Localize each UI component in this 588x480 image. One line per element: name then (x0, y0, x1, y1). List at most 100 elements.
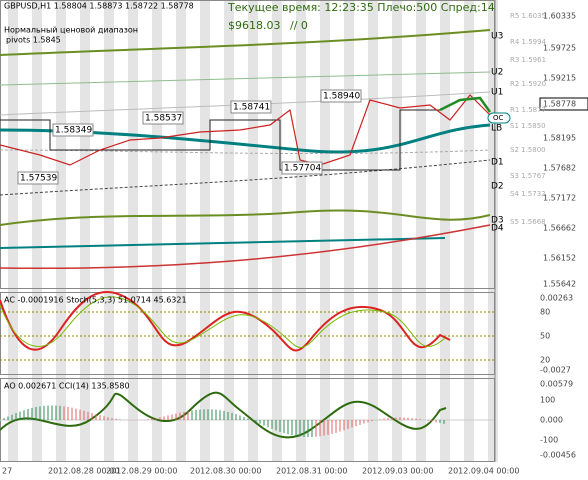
price-label-box (52, 123, 94, 137)
stripe (56, 0, 66, 462)
price-tick: 1.59725 (543, 44, 576, 53)
stripe (8, 0, 18, 462)
ac-title: AC -0.0001916 Stoch(5,3,3) 51.0714 45.63… (4, 296, 187, 305)
stripe (80, 0, 90, 462)
band-label: LB (491, 124, 502, 134)
price-label-box (142, 111, 184, 125)
current-price-box (539, 97, 588, 111)
ao-tick: -0.00456 (540, 451, 576, 460)
pivot-level: S3 1.5767 (510, 172, 546, 180)
stripe (464, 0, 474, 462)
pivot-level: S4 1.5732 (510, 190, 546, 198)
time-tick: 2012.09.04 00:00 (448, 467, 519, 476)
price-tick: 1.58195 (543, 134, 576, 143)
price-tick: 1.59215 (543, 74, 576, 83)
pivot-level: S1 1.5850 (510, 122, 546, 130)
price-label: 1.58940 (323, 92, 360, 102)
band-u3 (0, 29, 491, 56)
band-label: D4 (491, 224, 504, 234)
pivots: pivots 1.5845 (6, 36, 61, 45)
pivot-level: R2 1.5920 (510, 80, 546, 88)
range-note: Нормальный ценовой диапазон (4, 26, 138, 35)
band-u2 (0, 71, 491, 86)
ac-tick: 80 (540, 308, 550, 317)
forecast (439, 96, 492, 113)
cci (0, 391, 447, 439)
price-label: 1.58537 (145, 114, 182, 124)
stripe (104, 0, 114, 462)
stripe (488, 0, 498, 462)
oc-box (487, 112, 511, 124)
price-tick: 1.55642 (543, 280, 576, 289)
ao-tick: 100 (540, 396, 555, 405)
stripe (440, 0, 450, 462)
price-tick: 1.56152 (543, 254, 576, 263)
price-label-box (230, 100, 272, 114)
price-tick: 1.60335 (543, 12, 576, 21)
stripe (128, 0, 138, 462)
pivot-steps (0, 109, 440, 171)
stoch-main (0, 290, 451, 352)
price-label: 1.57539 (20, 174, 57, 184)
time-tick: 2012.09.03 00:00 (362, 467, 433, 476)
price-tick: 1.56662 (543, 224, 576, 233)
stripe (32, 0, 42, 462)
stripe (200, 0, 210, 462)
time-tick: 2012.08.30 00:00 (190, 467, 261, 476)
band-label: U1 (491, 88, 503, 98)
band-label: D2 (491, 182, 504, 192)
band-d4 (0, 224, 491, 270)
ac-tick: 0.00263 (540, 294, 573, 303)
balance: $9618.03 (228, 19, 281, 32)
band-label: U2 (491, 68, 503, 78)
band-label: U3 (491, 32, 503, 42)
stripe (344, 0, 354, 462)
stripe (248, 0, 258, 462)
band-d3 (0, 209, 491, 226)
pivot-level: R5 1.6035 (510, 12, 546, 20)
band-d2 (0, 159, 491, 196)
pivot-level: S2 1.5800 (510, 146, 546, 154)
ao-tick: 0.00579 (540, 380, 573, 389)
ac-tick: 20 (540, 356, 550, 365)
stoch-signal (0, 296, 446, 348)
band-label: D3 (491, 216, 504, 226)
price-label-box (281, 161, 323, 175)
price-candles (0, 94, 491, 166)
pivot-level: R3 1.5961 (510, 56, 546, 64)
stripe (296, 0, 306, 462)
stripe (176, 0, 186, 462)
ao-histogram (3, 405, 445, 438)
price-tick: 1.57682 (543, 164, 576, 173)
price-label-box (320, 89, 362, 103)
stripe (368, 0, 378, 462)
time-tick: 2012.08.31 00:00 (276, 467, 347, 476)
price-tick: 1.58778 (543, 100, 576, 109)
time-tick: 2012.08.28 00:00 (48, 467, 119, 476)
slash: // 0 (290, 19, 308, 32)
time-tick: 27 (2, 467, 12, 476)
price-tick: 1.57172 (543, 194, 576, 203)
band-mid (0, 237, 446, 249)
pivot-level: S5 1.5668 (510, 218, 546, 226)
stripe (272, 0, 282, 462)
session-stripes (8, 0, 498, 462)
band-u1 (0, 91, 491, 116)
price-label: 1.58741 (233, 103, 270, 113)
ac-tick: 50 (540, 332, 550, 341)
band-label: OC (493, 114, 504, 122)
pivot-level: R4 1.5994 (510, 38, 547, 46)
status: Текущее время: 12:23:35 Плечо:500 Спред:… (227, 1, 495, 14)
time-tick: 2012.08.29 00:00 (106, 467, 177, 476)
stripe (392, 0, 402, 462)
ao-title: AO 0.002671 CCI(14) 135.8580 (4, 382, 130, 391)
pivot-level: R1 1.5877 (510, 106, 546, 114)
ac-tick: -0.0027 (540, 366, 571, 375)
price-label: 1.58349 (55, 126, 92, 136)
stripe (152, 0, 162, 462)
symbol: GBPUSD,H1 1.58804 1.58873 1.58722 1.5877… (4, 2, 194, 11)
price-label-box (17, 171, 59, 185)
ao-tick: -100 (540, 436, 558, 445)
stripe (416, 0, 426, 462)
